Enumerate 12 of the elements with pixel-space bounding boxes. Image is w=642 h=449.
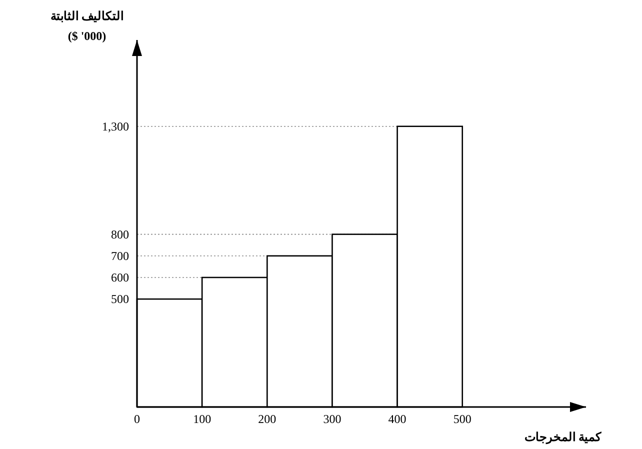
- y-tick-label: 500: [111, 292, 129, 306]
- y-tick-label: 600: [111, 270, 129, 284]
- x-tick-label: 500: [453, 412, 472, 426]
- x-tick-label: 100: [193, 412, 212, 426]
- x-tick-label: 400: [388, 412, 406, 426]
- y-tick-label: 700: [111, 248, 129, 263]
- x-axis-title: كمية المخرجات: [524, 430, 602, 445]
- x-tick-label: 0: [134, 412, 140, 426]
- y-tick-label: 1,300: [102, 119, 129, 134]
- x-tick-label: 300: [323, 412, 342, 426]
- x-tick-label: 200: [258, 412, 276, 426]
- y-tick-label: 800: [111, 227, 129, 242]
